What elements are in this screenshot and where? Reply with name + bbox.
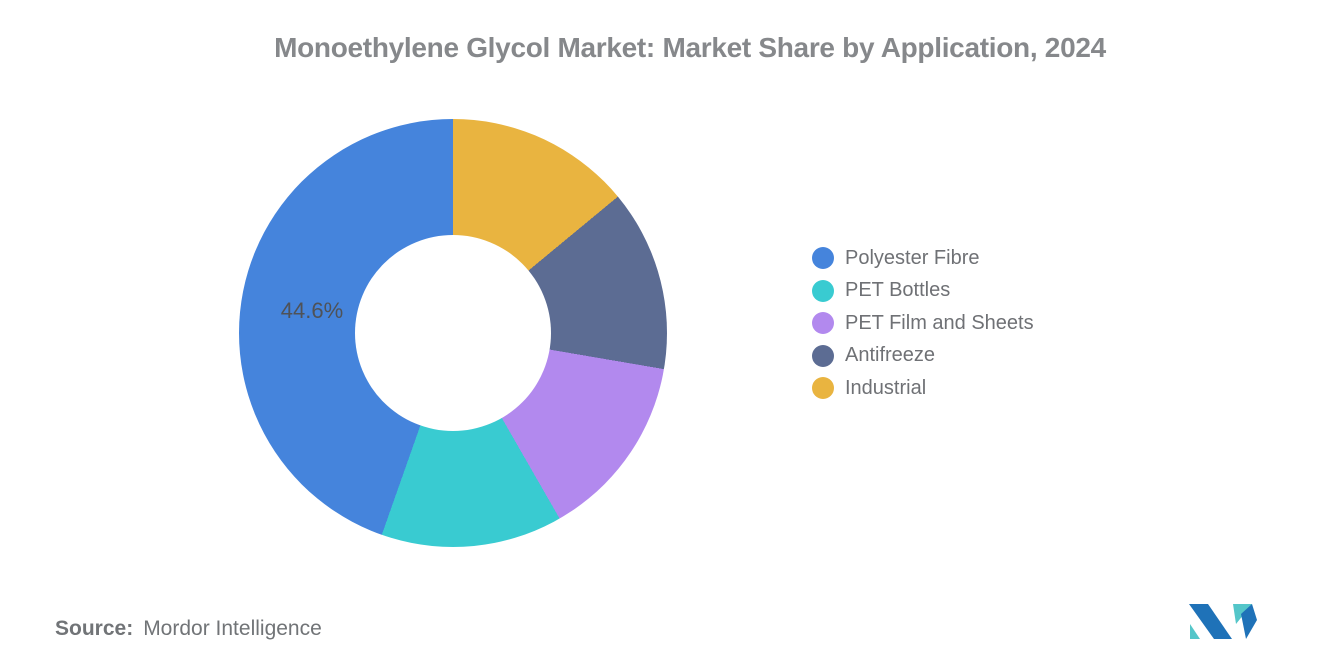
chart-legend: Polyester Fibre PET Bottles PET Film and… [812, 247, 1034, 399]
slice-value-label: 44.6% [280, 298, 344, 323]
legend-swatch-icon [812, 344, 834, 367]
donut-hole [355, 235, 551, 431]
legend-item-pet-film-and-sheets: PET Film and Sheets [812, 312, 1034, 334]
legend-item-pet-bottles: PET Bottles [812, 279, 1034, 302]
legend-swatch-icon [812, 312, 834, 334]
legend-label: Industrial [845, 376, 927, 399]
legend-label: Polyester Fibre [845, 246, 980, 269]
legend-swatch-icon [812, 279, 834, 302]
legend-label: Antifreeze [845, 344, 936, 366]
legend-item-antifreeze: Antifreeze [812, 344, 1034, 367]
legend-swatch-icon [812, 377, 834, 399]
logo-left-foot [1190, 624, 1200, 639]
logo-right-band [1241, 604, 1257, 639]
chart-title: Monoethylene Glycol Market: Market Share… [274, 32, 1106, 63]
source-line: Source: Mordor Intelligence [55, 617, 322, 641]
source-label: Source: [55, 617, 134, 640]
legend-item-industrial: Industrial [812, 377, 1034, 399]
legend-label: PET Bottles [845, 279, 951, 301]
mordor-intelligence-logo [1189, 604, 1257, 639]
donut-chart-area: 44.6% [239, 119, 667, 547]
legend-item-polyester-fibre: Polyester Fibre [812, 247, 1034, 269]
source-value: Mordor Intelligence [143, 617, 322, 640]
legend-swatch-icon [812, 247, 834, 269]
logo-left-band [1189, 604, 1232, 639]
legend-label: PET Film and Sheets [845, 311, 1034, 334]
